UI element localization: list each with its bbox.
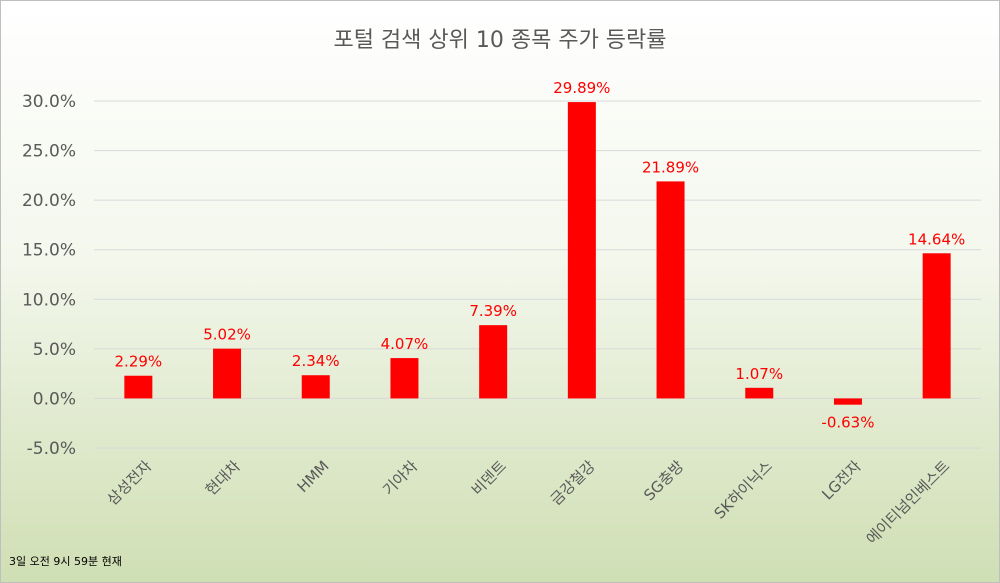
data-label: 4.07%	[381, 335, 429, 353]
bar	[124, 375, 153, 399]
data-label: 29.89%	[553, 79, 610, 97]
bar	[301, 375, 330, 399]
y-axis: -5.0% 0.0% 5.0% 10.0% 15.0% 20.0% 25.0% 30.0%	[22, 92, 76, 459]
x-tick-label: 금강철강	[547, 457, 599, 509]
data-label: -0.63%	[821, 414, 874, 432]
y-tick-label: -5.0%	[27, 439, 76, 459]
y-tick-label: 5.0%	[33, 340, 76, 360]
bar	[922, 253, 951, 399]
y-tick-label: 20.0%	[22, 191, 76, 211]
x-axis: 삼성전자 현대차 HMM 기아차 비덴트 금강철강 SG충방 SK하이닉스 LG전자에이티넘인베…	[103, 457, 953, 548]
y-tick-label: 15.0%	[22, 241, 76, 261]
chart-title: 포털 검색 상위 10 종목 주가 등락률	[333, 28, 666, 53]
x-tick-label: 현대차	[202, 457, 244, 499]
x-tick-label: 삼성전자	[103, 457, 155, 509]
x-tick-label: HMM	[294, 457, 333, 496]
data-label: 7.39%	[469, 302, 517, 320]
y-tick-label: 30.0%	[22, 92, 76, 112]
timestamp-note: 3일 오전 9시 59분 현재	[9, 554, 122, 568]
gridlines	[94, 100, 981, 449]
bars	[124, 102, 951, 405]
bar	[567, 102, 596, 399]
data-label: 2.29%	[115, 353, 163, 371]
bar	[390, 358, 419, 399]
x-tick-label: SG충방	[640, 457, 687, 504]
data-label: 2.34%	[292, 352, 340, 370]
bar	[213, 348, 242, 399]
bar	[479, 325, 508, 399]
y-tick-label: 25.0%	[22, 142, 76, 162]
bar	[656, 181, 685, 399]
bar	[745, 387, 774, 399]
x-tick-label: 기아차	[379, 457, 421, 499]
x-tick-label: 에이티넘인베스트	[863, 457, 954, 548]
data-label: 5.02%	[203, 326, 251, 344]
data-label: 21.89%	[642, 158, 699, 176]
y-tick-label: 10.0%	[22, 290, 76, 310]
bar	[833, 398, 862, 405]
y-tick-label: 0.0%	[33, 389, 76, 409]
x-tick-label: 비덴트	[468, 457, 510, 499]
x-tick-label: LG전자	[818, 457, 865, 504]
data-label: 1.07%	[735, 365, 783, 383]
data-label: 14.64%	[908, 230, 965, 248]
data-labels: 2.29% 5.02% 2.34% 4.07% 7.39% 29.89% 21.89% 1.0…	[115, 79, 966, 432]
x-tick-label: SK하이닉스	[711, 457, 777, 523]
